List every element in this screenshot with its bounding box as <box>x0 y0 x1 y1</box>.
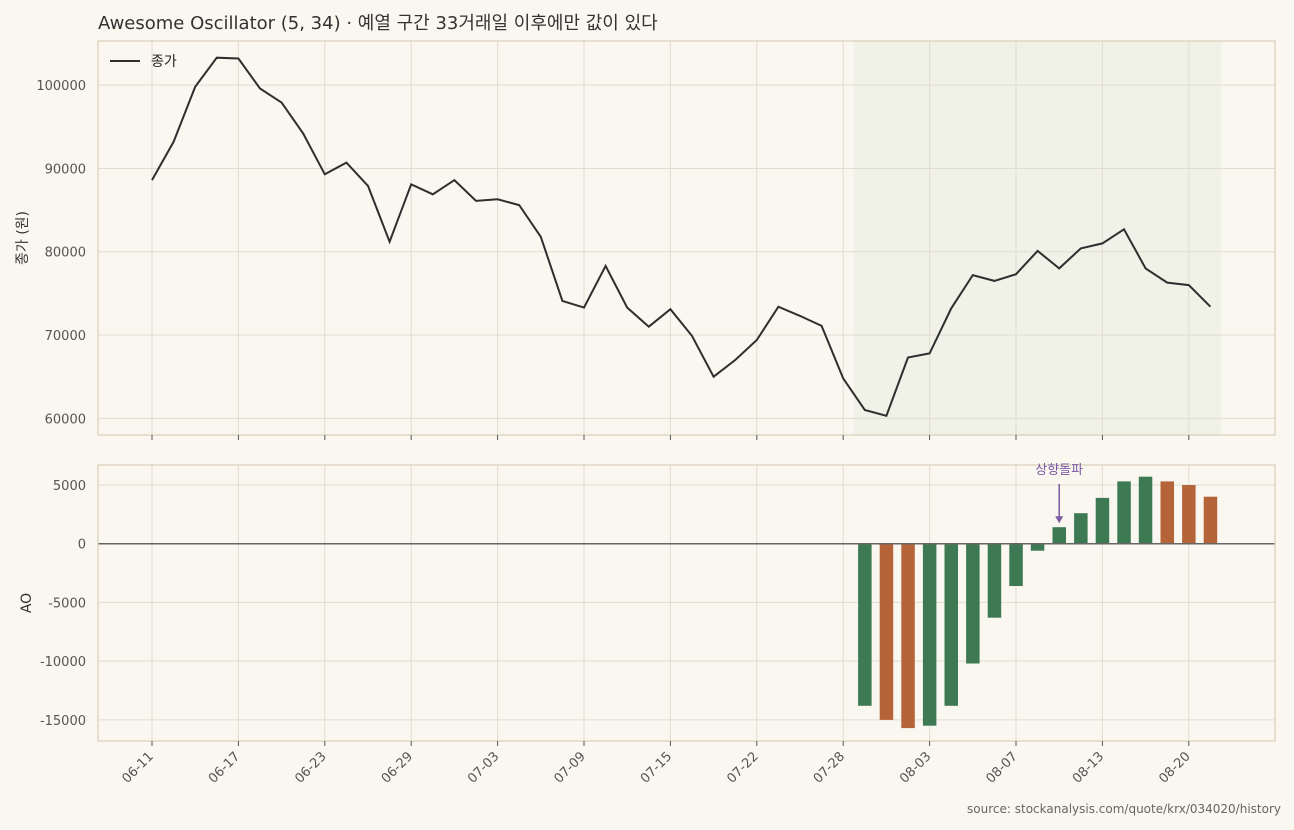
ao-y-tick-label: 0 <box>78 538 86 553</box>
ao-bar <box>858 543 872 706</box>
price-y-tick-label: 60000 <box>45 412 86 427</box>
x-tick-label: 06-29 <box>379 749 416 786</box>
ao-y-tick-label: 5000 <box>53 479 86 494</box>
ao-bar <box>944 543 958 706</box>
x-tick-label: 07-15 <box>638 749 675 786</box>
price-gridlines <box>98 41 1275 435</box>
ao-bar <box>1117 481 1131 544</box>
ao-bar <box>922 543 937 726</box>
ao-panel-frame <box>97 464 1276 742</box>
ao-bar <box>966 543 980 664</box>
ao-available-shaded-region <box>854 41 1222 435</box>
x-axis-ticks: 06-11 06-17 06-23 06-29 07-03 07-09 07-15 07-22… <box>120 435 1194 787</box>
ao-y-ticks: 5000 0 -5000 -10000 -15000 <box>40 479 86 729</box>
x-tick-label: 06-17 <box>206 749 243 786</box>
ao-bar <box>879 543 894 720</box>
price-y-axis-label: 종가 (원) <box>15 211 31 265</box>
ao-bar <box>1160 481 1174 544</box>
close-price-line <box>151 56 1212 418</box>
x-tick-label: 08-07 <box>984 749 1021 786</box>
price-y-tick-label: 90000 <box>45 162 86 177</box>
ao-bar <box>1203 496 1218 544</box>
x-tick-label: 07-09 <box>552 749 589 786</box>
chart-title: Awesome Oscillator (5, 34) · 예열 구간 33거래일… <box>98 13 658 34</box>
ao-gridlines <box>98 465 1275 741</box>
ao-bar <box>1009 543 1023 586</box>
annotation-label: 상향돌파 <box>1035 463 1083 478</box>
ao-bar <box>1138 476 1153 544</box>
ao-bar <box>1095 497 1110 544</box>
x-tick-label: 07-22 <box>724 749 761 786</box>
ao-bar <box>987 543 1002 618</box>
ao-bar <box>901 543 915 729</box>
price-y-ticks: 60000 70000 80000 90000 100000 <box>36 79 86 427</box>
ao-y-tick-label: -10000 <box>40 655 86 670</box>
ao-y-tick-label: -5000 <box>48 596 86 611</box>
crossover-annotation: 상향돌파 <box>1035 463 1083 524</box>
x-tick-label: 08-03 <box>897 749 934 786</box>
ao-bar <box>1074 513 1088 544</box>
price-y-tick-label: 100000 <box>36 79 86 94</box>
price-y-tick-label: 70000 <box>45 329 86 344</box>
x-tick-label: 08-20 <box>1156 749 1193 786</box>
price-y-tick-label: 80000 <box>45 246 86 261</box>
x-tick-label: 07-28 <box>811 749 848 786</box>
x-tick-label: 06-23 <box>292 749 329 786</box>
source-note: source: stockanalysis.com/quote/krx/0340… <box>967 802 1281 816</box>
ao-bar <box>1182 485 1196 544</box>
ao-bars <box>858 476 1218 729</box>
x-tick-label: 06-11 <box>120 749 157 786</box>
x-tick-label: 08-13 <box>1070 749 1107 786</box>
price-panel-frame <box>97 40 1276 436</box>
legend: 종가 <box>110 54 177 70</box>
legend-label: 종가 <box>151 54 177 70</box>
ao-y-axis-label: AO <box>19 593 35 613</box>
x-tick-label: 07-03 <box>465 749 502 786</box>
ao-y-tick-label: -15000 <box>40 714 86 729</box>
ao-bar <box>1052 527 1066 544</box>
ao-bar <box>1030 543 1045 551</box>
annotation-arrow-head <box>1055 516 1064 524</box>
